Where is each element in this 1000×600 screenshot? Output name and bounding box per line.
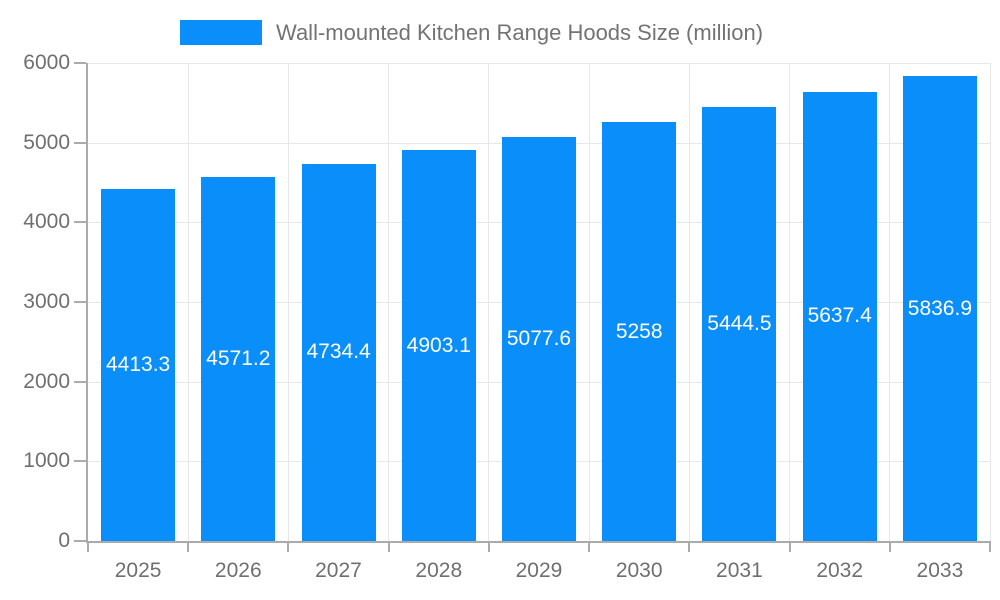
bar-value-label: 4903.1 (406, 333, 471, 357)
x-axis-label: 2029 (515, 559, 563, 582)
bar[interactable]: 4571.2 (201, 176, 276, 541)
bar[interactable]: 4734.4 (301, 163, 376, 541)
x-axis-label: 2031 (716, 559, 763, 582)
x-axis-label: 2026 (214, 559, 262, 582)
legend[interactable]: Wall-mounted Kitchen Range Hoods Size (m… (180, 20, 763, 45)
legend-label[interactable]: Wall-mounted Kitchen Range Hoods Size (m… (276, 20, 764, 45)
bar[interactable]: 5258 (602, 122, 677, 541)
x-axis-tick (287, 541, 290, 552)
legend-swatch[interactable] (180, 20, 262, 45)
y-axis-tick (74, 62, 86, 64)
gridline-h (88, 63, 990, 64)
bar-value-label: 4413.3 (105, 353, 171, 377)
gridline-v (388, 63, 390, 541)
x-axis-label: 2028 (415, 559, 463, 582)
plot-area: 4413.3 4571.2 4734.4 4903.1 5077.6 5258 5444.5… (86, 63, 991, 543)
y-axis-label: 5000 (23, 130, 70, 154)
bar[interactable]: 5444.5 (702, 107, 777, 541)
bar[interactable]: 4413.3 (101, 189, 176, 541)
y-axis-tick (74, 380, 86, 383)
x-axis-tick (989, 541, 991, 552)
bar-value-label: 5077.6 (506, 326, 572, 350)
x-axis-tick (788, 541, 791, 552)
gridline-v (688, 63, 690, 541)
gridline-v (989, 63, 991, 541)
gridline-v (588, 63, 590, 541)
x-axis-label: 2027 (315, 559, 362, 582)
bar-value-label: 4734.4 (306, 340, 371, 364)
bar[interactable]: 5836.9 (902, 76, 977, 541)
x-axis-tick (888, 541, 891, 552)
bar[interactable]: 5077.6 (502, 136, 576, 541)
x-axis-tick (87, 541, 89, 552)
bar-value-label: 5258 (615, 319, 663, 343)
bar[interactable]: 5637.4 (802, 91, 877, 541)
bar-value-label: 5836.9 (907, 296, 973, 320)
y-axis-label: 1000 (23, 449, 70, 473)
gridline-v (889, 63, 891, 541)
bar-value-label: 4571.2 (206, 346, 271, 370)
x-axis-label: 2032 (816, 559, 864, 582)
x-axis-tick (387, 541, 390, 552)
bar-value-label: 5637.4 (807, 304, 872, 328)
y-axis-tick (74, 221, 86, 224)
x-axis-label: 2025 (114, 559, 162, 582)
gridline-v (187, 63, 189, 541)
x-axis-tick (187, 541, 190, 552)
x-axis-tick (688, 541, 691, 552)
bar[interactable]: 4903.1 (401, 150, 476, 541)
y-axis-tick (74, 301, 86, 303)
y-axis-label: 4000 (23, 210, 70, 234)
x-axis-tick (588, 541, 591, 552)
y-axis-label: 0 (58, 529, 70, 552)
x-axis-label: 2033 (916, 559, 964, 582)
y-axis-label: 3000 (23, 290, 70, 313)
y-axis-tick (74, 141, 86, 144)
y-axis-tick (74, 460, 86, 463)
y-axis-label: 6000 (23, 51, 70, 74)
gridline-v (287, 63, 289, 541)
gridline-v (789, 63, 791, 541)
y-axis-label: 2000 (23, 369, 70, 393)
x-axis-tick (487, 541, 490, 552)
x-axis-label: 2030 (615, 559, 663, 582)
gridline-v (488, 63, 490, 541)
bar-value-label: 5444.5 (707, 312, 772, 336)
y-axis-tick (74, 540, 86, 542)
